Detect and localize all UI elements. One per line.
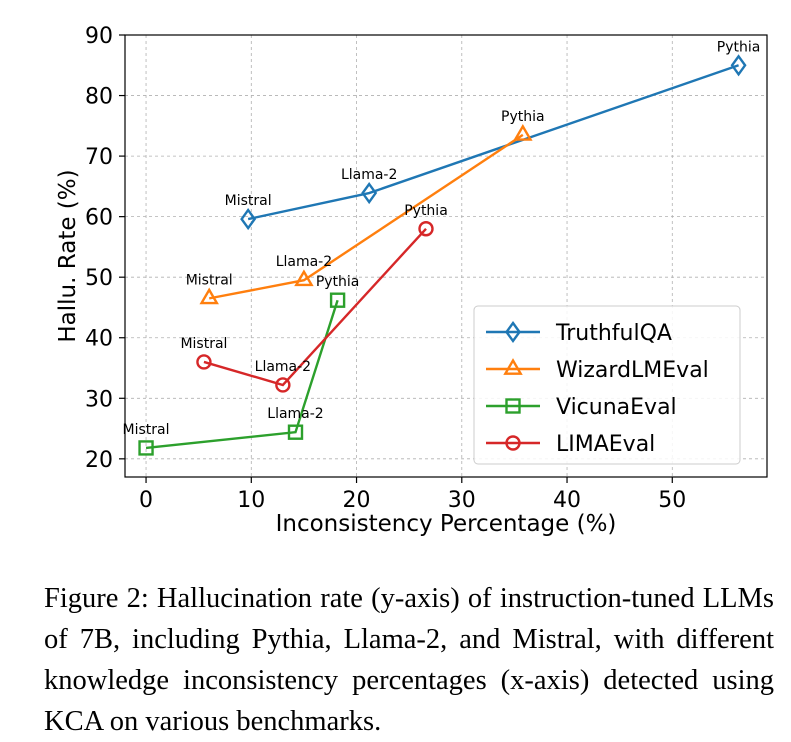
axis-ticks: 0 10 20 30 40 50 20 30 40 50 60 70 80 90 [85, 24, 686, 513]
point-label-wizardlmeval-llama-2: Llama-2 [276, 254, 332, 270]
legend: TruthfulQA WizardLMEval VicunaEval LIMAEval [473, 305, 741, 465]
point-label-wizardlmeval-pythia: Pythia [501, 109, 545, 125]
x-tick-label: 0 [139, 488, 153, 513]
y-tick-label: 70 [85, 145, 113, 170]
marker-truthfulqa-llama-2 [361, 181, 378, 205]
legend-label-limaeval: LIMAEval [556, 432, 655, 457]
legend-marker-vicunaeval [505, 398, 521, 414]
point-label-vicunaeval-llama-2: Llama-2 [267, 406, 323, 422]
legend-marker-limaeval [505, 435, 521, 451]
point-label-truthfulqa-llama-2: Llama-2 [341, 167, 397, 183]
y-axis-title: Hallu. Rate (%) [55, 169, 81, 342]
y-tick-label: 60 [85, 206, 113, 231]
legend-label-wizardlmeval: WizardLMEval [556, 358, 709, 383]
point-labels: Mistral Llama-2 Pythia Mistral Llama-2 Pythia… [123, 39, 761, 438]
series-line-truthfulqa [247, 64, 739, 221]
x-tick-label: 20 [343, 488, 371, 513]
series-line-limaeval [203, 227, 427, 387]
point-label-limaeval-llama-2: Llama-2 [255, 359, 311, 375]
marker-limaeval-llama-2 [275, 377, 291, 393]
series-line-vicunaeval [145, 299, 339, 450]
point-label-vicunaeval-pythia: Pythia [316, 274, 360, 290]
series-lines [145, 64, 739, 450]
x-axis-title: Inconsistency Percentage (%) [276, 511, 617, 537]
legend-marker-wizardlmeval [503, 358, 523, 375]
marker-vicunaeval-mistral [138, 440, 154, 456]
marker-truthfulqa-mistral [240, 208, 257, 231]
marker-vicunaeval-llama-2 [287, 424, 304, 440]
point-label-vicunaeval-mistral: Mistral [123, 422, 170, 438]
legend-box [473, 305, 741, 465]
legend-marker-truthfulqa [505, 320, 521, 344]
point-label-limaeval-pythia: Pythia [404, 203, 448, 219]
x-tick-label: 30 [448, 488, 476, 513]
marker-wizardlmeval-mistral [199, 287, 219, 305]
plot-frame [124, 34, 768, 478]
marker-vicunaeval-pythia [329, 292, 346, 308]
y-tick-label: 20 [85, 448, 113, 473]
marker-truthfulqa-pythia [730, 54, 747, 77]
series-line-wizardlmeval [208, 133, 524, 300]
chart: Mistral Llama-2 Pythia Mistral Llama-2 Pythia… [55, 24, 768, 537]
y-tick-label: 90 [85, 24, 113, 49]
y-tick-label: 40 [85, 327, 113, 352]
series-markers [138, 54, 747, 456]
point-label-truthfulqa-mistral: Mistral [225, 193, 272, 209]
x-tick-label: 10 [237, 488, 265, 513]
marker-limaeval-mistral [196, 354, 212, 370]
marker-wizardlmeval-pythia [513, 124, 533, 141]
figure-caption: Figure 2: Hallucination rate (y-axis) of… [44, 583, 774, 737]
marker-wizardlmeval-llama-2 [294, 269, 314, 287]
point-label-truthfulqa-pythia: Pythia [717, 39, 761, 55]
y-tick-label: 80 [85, 85, 113, 110]
marker-limaeval-pythia [418, 221, 434, 237]
legend-label-vicunaeval: VicunaEval [556, 395, 677, 420]
point-label-limaeval-mistral: Mistral [180, 336, 227, 352]
x-tick-label: 40 [553, 488, 581, 513]
y-tick-label: 50 [85, 266, 113, 291]
y-tick-label: 30 [85, 387, 113, 412]
point-label-wizardlmeval-mistral: Mistral [186, 272, 233, 288]
legend-label-truthfulqa: TruthfulQA [555, 321, 672, 346]
x-tick-label: 50 [658, 488, 686, 513]
